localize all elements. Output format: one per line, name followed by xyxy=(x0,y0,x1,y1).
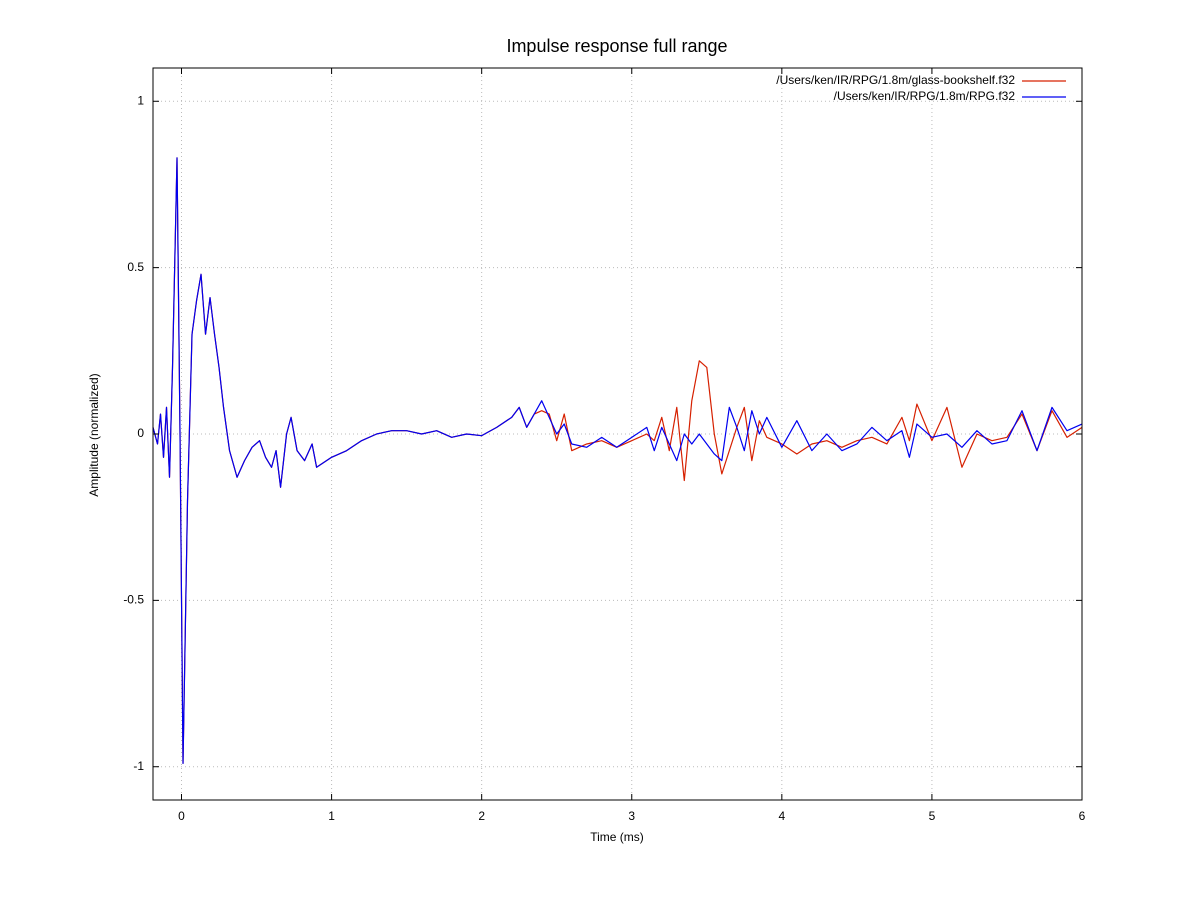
y-tick-label: 0 xyxy=(137,426,144,440)
x-tick-label: 6 xyxy=(1079,809,1086,823)
y-tick-label: -0.5 xyxy=(123,593,144,607)
x-tick-label: 1 xyxy=(328,809,335,823)
y-axis-label: Amplitude (normalized) xyxy=(87,373,101,496)
y-tick-label: 0.5 xyxy=(127,260,144,274)
legend-label: /Users/ken/IR/RPG/1.8m/glass-bookshelf.f… xyxy=(776,73,1015,87)
plot-area xyxy=(152,68,1083,800)
x-tick-label: 4 xyxy=(778,809,785,823)
x-tick-label: 3 xyxy=(628,809,635,823)
x-axis-label: Time (ms) xyxy=(590,830,644,844)
series-line xyxy=(152,157,1083,764)
chart-title: Impulse response full range xyxy=(506,36,727,56)
series-line xyxy=(152,157,1083,764)
x-tick-label: 5 xyxy=(929,809,936,823)
x-tick-label: 0 xyxy=(178,809,185,823)
legend-label: /Users/ken/IR/RPG/1.8m/RPG.f32 xyxy=(834,89,1016,103)
y-tick-label: -1 xyxy=(133,759,144,773)
x-tick-label: 2 xyxy=(478,809,485,823)
y-tick-label: 1 xyxy=(137,93,144,107)
